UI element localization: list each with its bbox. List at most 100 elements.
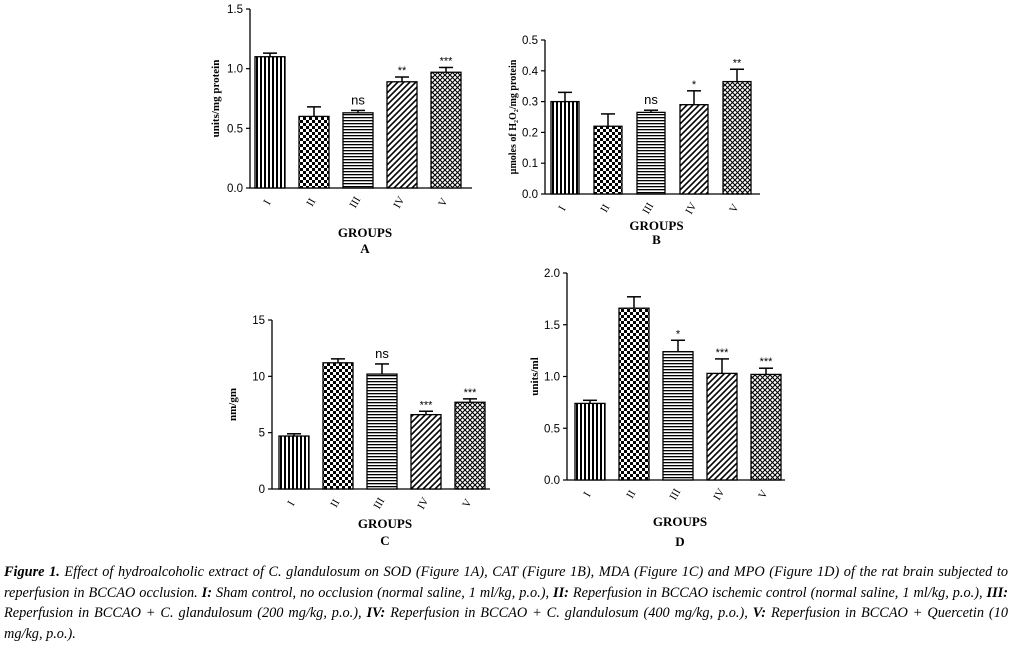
- significance-marker: **: [733, 57, 742, 69]
- caption-group-4-text: Reperfusion in BCCAO + C. glandulosum (4…: [385, 605, 753, 621]
- y-tick-label: 0.4: [522, 66, 539, 78]
- bar-group-III: [342, 112, 374, 189]
- x-tick-label: II: [598, 202, 612, 215]
- bar-group-II: [322, 362, 354, 490]
- caption-group-3-text: Reperfusion in BCCAO + C. glandulosum (2…: [4, 605, 367, 621]
- bar-group-IV: [410, 413, 442, 490]
- x-tick-label: III: [640, 200, 656, 216]
- x-tick-label: V: [756, 488, 770, 501]
- x-tick-label: II: [328, 497, 342, 510]
- bar-group-V: [750, 373, 782, 481]
- bar-group-IV: [386, 81, 418, 189]
- y-tick-label: 1.5: [544, 320, 560, 332]
- y-tick-label: 0.3: [522, 97, 538, 109]
- significance-marker: ns: [375, 346, 389, 361]
- significance-marker: *: [676, 328, 681, 340]
- significance-marker: **: [398, 65, 407, 77]
- significance-marker: ***: [760, 356, 774, 368]
- caption-figure-label: Figure 1.: [4, 564, 60, 580]
- y-tick-label: 0.5: [544, 423, 560, 435]
- bar-group-IV: [679, 104, 709, 195]
- y-tick-label: 0.0: [227, 183, 243, 195]
- bar-group-I: [550, 100, 580, 195]
- panel-label: B: [652, 232, 661, 247]
- y-tick-label: 0.5: [522, 35, 538, 47]
- figure-caption: Figure 1. Effect of hydroalcoholic extra…: [4, 562, 1008, 644]
- panel-label: A: [360, 241, 370, 256]
- significance-marker: *: [692, 79, 697, 91]
- x-tick-label: I: [285, 499, 297, 508]
- bar-group-I: [278, 435, 310, 490]
- x-tick-label: III: [371, 495, 387, 511]
- x-axis-label: GROUPS: [338, 225, 392, 240]
- x-tick-label: II: [304, 196, 318, 209]
- caption-group-5-label: V:: [752, 605, 767, 621]
- y-tick-label: 0.2: [522, 127, 538, 139]
- y-axis-label: units/ml: [529, 357, 541, 396]
- bar-group-I: [574, 402, 606, 481]
- x-tick-label: III: [347, 194, 363, 210]
- x-tick-label: III: [667, 486, 683, 502]
- x-tick-label: II: [624, 488, 638, 501]
- y-tick-label: 15: [252, 315, 265, 327]
- x-tick-label: IV: [683, 200, 699, 216]
- y-tick-label: 0.1: [522, 158, 538, 170]
- significance-marker: ***: [716, 347, 730, 359]
- significance-marker: ns: [644, 92, 658, 107]
- bar-group-I: [254, 56, 286, 189]
- x-tick-label: I: [556, 204, 568, 213]
- y-tick-label: 0.0: [544, 475, 560, 487]
- bar-group-II: [618, 307, 650, 481]
- y-axis-label: nm/gm: [227, 388, 239, 421]
- y-tick-label: 2.0: [544, 268, 560, 280]
- x-tick-label: IV: [711, 486, 727, 502]
- y-tick-label: 0.0: [522, 189, 538, 201]
- y-tick-label: 1.5: [227, 4, 243, 16]
- y-tick-label: 5: [259, 428, 265, 440]
- bar-group-V: [430, 71, 462, 189]
- bar-group-V: [454, 401, 486, 490]
- x-tick-label: V: [727, 202, 741, 215]
- caption-group-2-label: II:: [553, 584, 569, 601]
- caption-group-2-text: Reperfusion in BCCAO ischemic control (n…: [568, 584, 987, 601]
- bar-group-II: [593, 125, 623, 195]
- significance-marker: ns: [351, 92, 365, 107]
- caption-group-4-label: IV:: [366, 605, 386, 621]
- caption-group-1-label: I:: [201, 584, 212, 601]
- y-tick-label: 0: [259, 484, 265, 496]
- bar-group-IV: [706, 372, 738, 481]
- panel-label: C: [380, 533, 389, 548]
- significance-marker: ***: [420, 399, 434, 411]
- x-tick-label: I: [581, 490, 593, 499]
- caption-group-5-text: Reperfusion in BCCAO + Quercetin (10 mg/…: [4, 605, 1008, 642]
- significance-marker: ***: [440, 55, 454, 67]
- panel-label: D: [675, 534, 684, 549]
- x-axis-label: GROUPS: [629, 218, 683, 233]
- y-axis-label: units/mg protein: [210, 60, 222, 138]
- caption-group-3-label: III:: [986, 584, 1008, 601]
- bar-group-II: [298, 115, 330, 189]
- y-axis-label: µmoles of H₂O₂/mg protein: [508, 59, 519, 174]
- y-tick-label: 1.0: [227, 64, 243, 76]
- x-tick-label: I: [261, 198, 273, 207]
- bar-group-III: [662, 351, 694, 481]
- caption-group-1-text: Sham control, no occlusion (normal salin…: [211, 584, 553, 601]
- chart-panel-d: 0.00.51.01.52.0I II*III***IV***Vunits/mlG…: [529, 268, 785, 549]
- bar-group-III: [366, 373, 398, 490]
- x-axis-label: GROUPS: [653, 514, 707, 529]
- x-tick-label: IV: [391, 194, 407, 210]
- y-tick-label: 10: [252, 371, 265, 383]
- x-tick-label: V: [460, 497, 474, 510]
- y-tick-label: 1.0: [544, 372, 560, 384]
- significance-marker: ***: [464, 387, 478, 399]
- bar-group-V: [722, 80, 752, 195]
- x-axis-label: GROUPS: [358, 516, 412, 531]
- bar-group-III: [636, 111, 666, 195]
- x-tick-label: V: [436, 196, 450, 209]
- x-tick-label: IV: [415, 495, 431, 511]
- y-tick-label: 0.5: [227, 123, 243, 135]
